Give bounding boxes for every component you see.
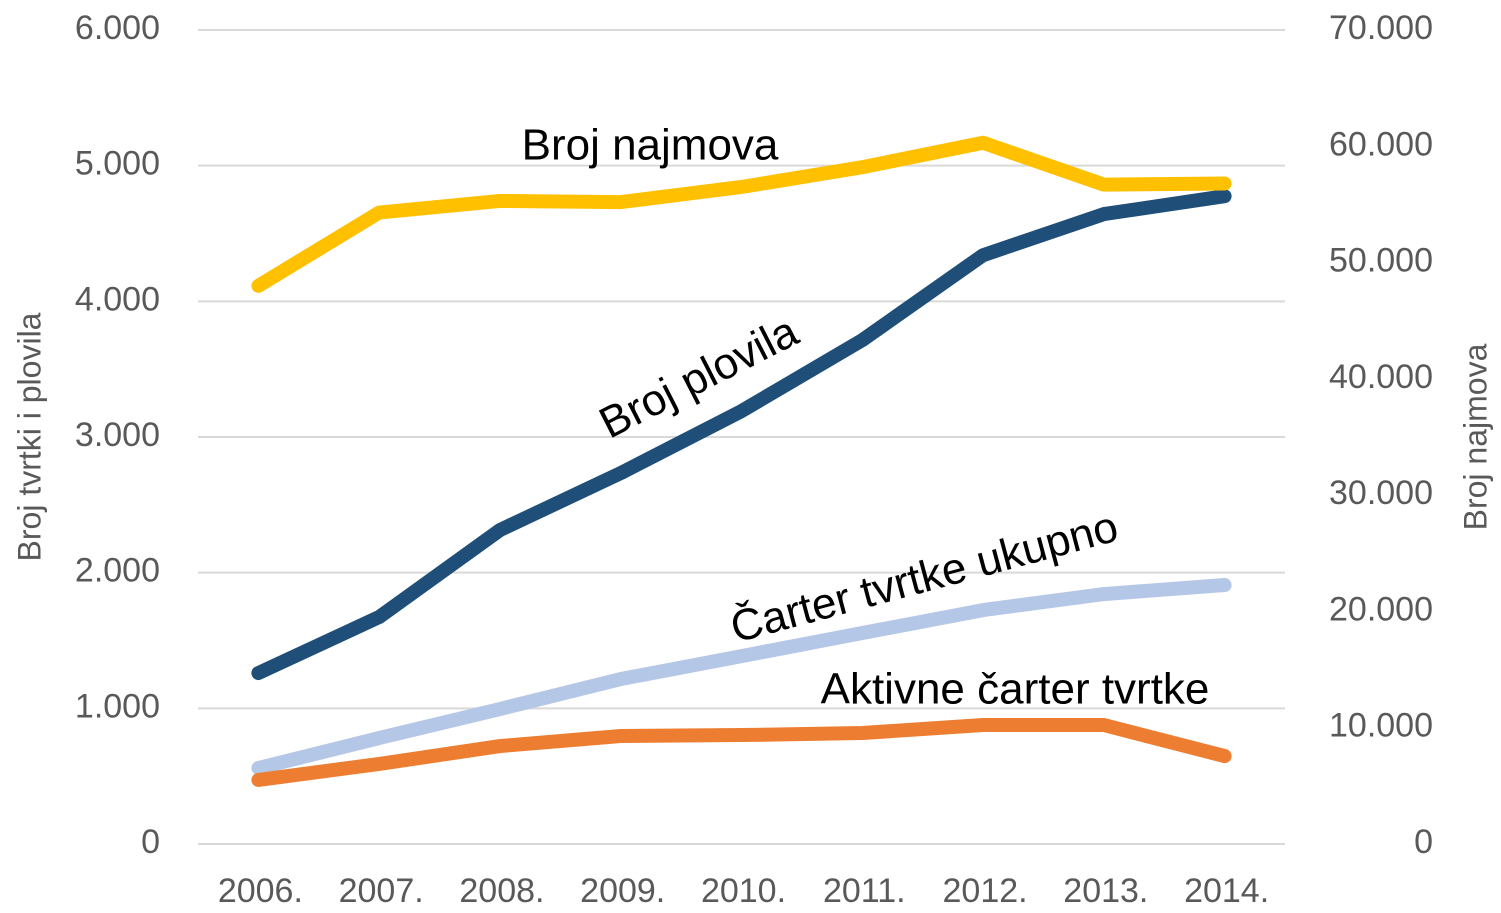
series-label: Čarter tvrtke ukupno [725,501,1123,652]
y-tick-label: 6.000 [75,9,160,47]
series-line [251,135,1232,293]
x-tick-label: 2012. [943,872,1028,910]
y-tick-label: 4.000 [75,280,160,318]
x-tick-label: 2008. [459,872,544,910]
series-line [251,578,1232,776]
y-tick-label: 3.000 [75,416,160,454]
y2-tick-label: 20.000 [1329,590,1433,628]
y2-tick-label: 50.000 [1329,242,1433,280]
y-tick-label: 1.000 [75,687,160,725]
series-label: Broj najmova [522,121,779,170]
series-label: Aktivne čarter tvrtke [821,665,1210,714]
y2-tick-label: 30.000 [1329,474,1433,512]
y2-tick-label: 60.000 [1329,125,1433,163]
x-tick-label: 2007. [339,872,424,910]
y2-axis-title: Broj najmova [1457,343,1493,530]
y-tick-label: 0 [141,823,160,861]
y2-tick-label: 0 [1414,823,1433,861]
x-tick-label: 2013. [1063,872,1148,910]
x-tick-label: 2006. [218,872,303,910]
y2-tick-label: 10.000 [1329,707,1433,745]
y-tick-label: 5.000 [75,145,160,183]
series-line [251,718,1232,787]
y-tick-label: 2.000 [75,552,160,590]
x-tick-label: 2014. [1184,872,1269,910]
y2-tick-label: 40.000 [1329,358,1433,396]
x-tick-label: 2011. [823,872,906,910]
x-tick-label: 2009. [580,872,665,910]
y2-tick-label: 70.000 [1329,9,1433,47]
series-line [251,189,1232,681]
x-tick-label: 2010. [701,872,786,910]
y-axis-title: Broj tvrtki i plovila [11,312,47,561]
